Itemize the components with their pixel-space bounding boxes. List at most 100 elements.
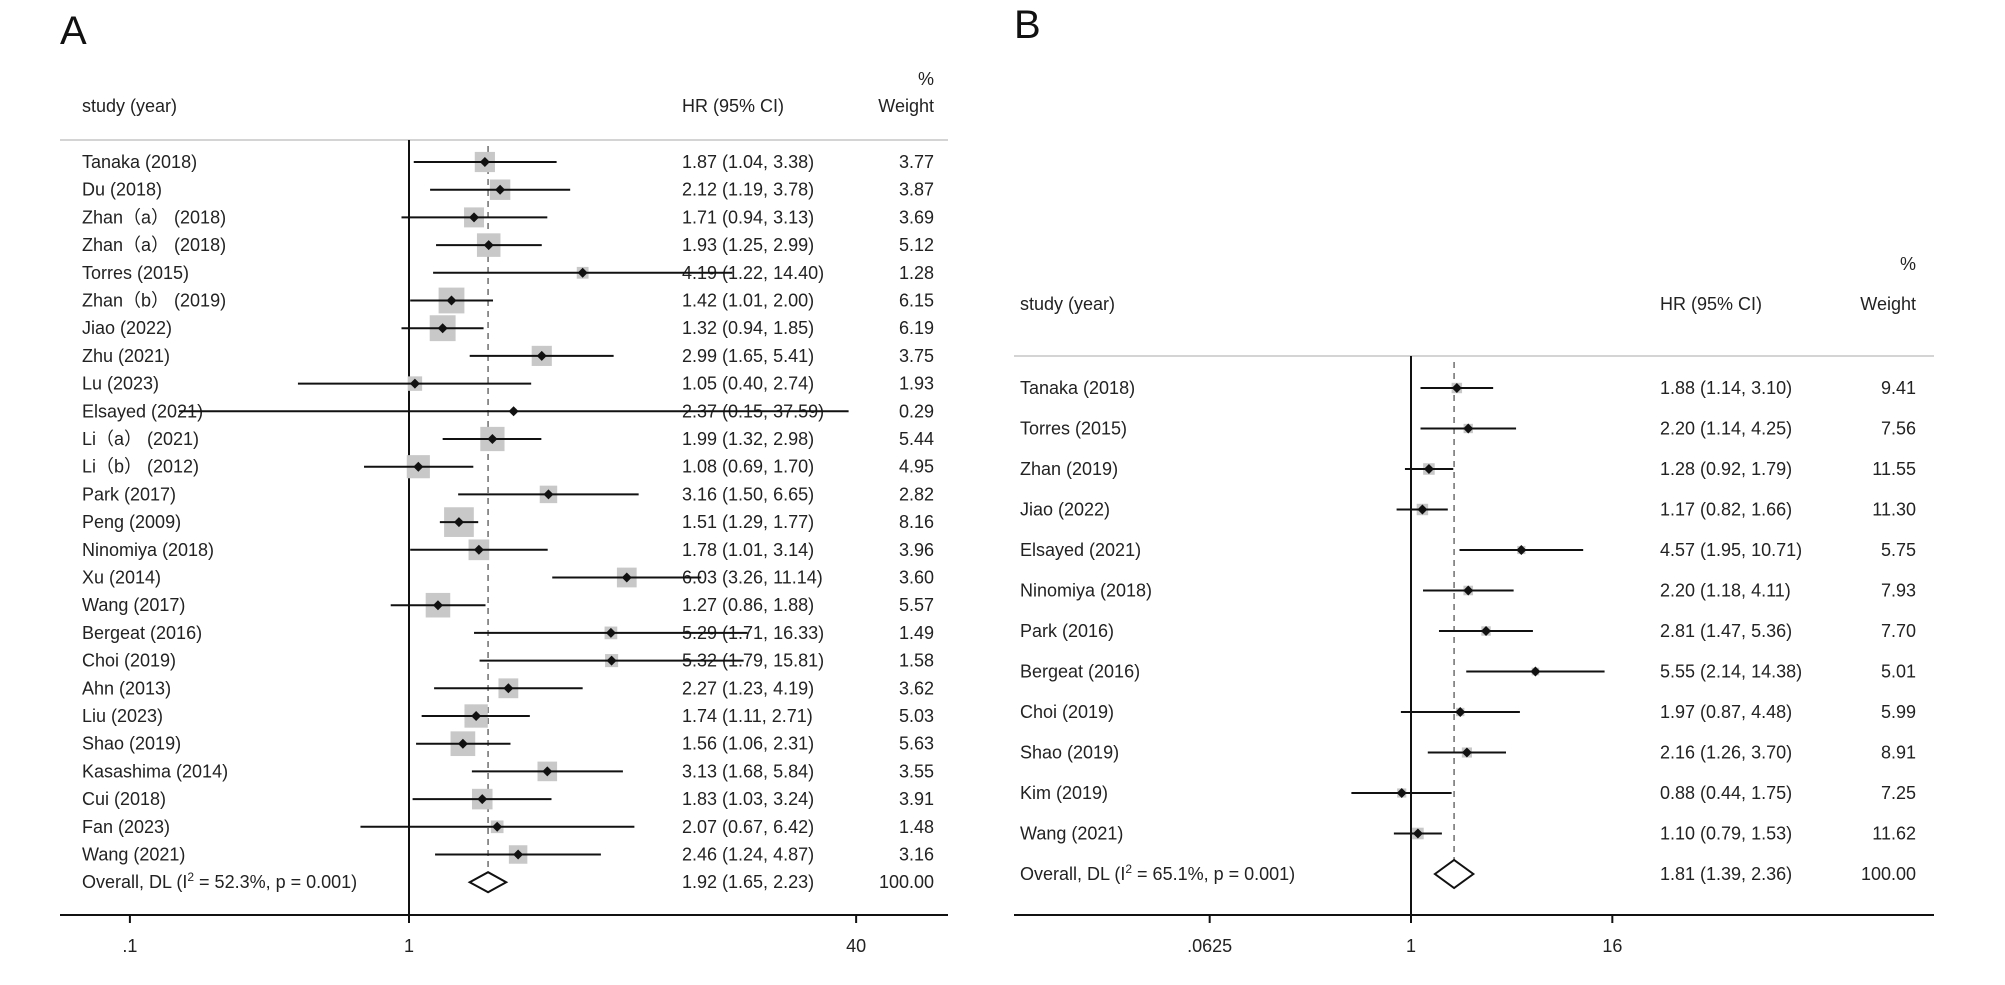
weight-value: 4.95 <box>899 457 934 477</box>
point-estimate-marker <box>446 295 457 306</box>
header-weight-percent: % <box>1900 254 1916 274</box>
point-estimate-marker <box>1463 423 1474 434</box>
hr-ci-value: 4.19 (1.22, 14.40) <box>682 263 824 283</box>
study-label: Jiao (2022) <box>1020 500 1110 520</box>
hr-ci-value: 6.03 (3.26, 11.14) <box>682 568 823 588</box>
weight-value: 11.55 <box>1872 459 1916 479</box>
point-estimate-marker <box>1530 666 1541 677</box>
header-hr-ci: HR (95% CI) <box>682 96 784 116</box>
point-estimate-marker <box>413 461 424 472</box>
point-estimate-marker <box>409 378 420 389</box>
study-label: Liu (2023) <box>82 706 163 726</box>
point-estimate-marker <box>479 157 490 167</box>
point-estimate-marker <box>542 766 553 777</box>
overall-label: Overall, DL (I2 = 65.1%, p = 0.001) <box>1020 862 1295 884</box>
weight-value: 3.75 <box>899 346 934 366</box>
hr-ci-value: 1.56 (1.06, 2.31) <box>682 734 814 754</box>
study-label: Lu (2023) <box>82 374 159 394</box>
overall-hr-ci-value: 1.92 (1.65, 2.23) <box>682 872 814 892</box>
weight-value: 3.60 <box>899 568 934 588</box>
weight-value: 7.70 <box>1881 621 1916 641</box>
x-axis-tick-label: .1 <box>122 936 137 956</box>
hr-ci-value: 1.27 (0.86, 1.88) <box>682 595 814 615</box>
study-label: Fan (2023) <box>82 817 170 837</box>
weight-value: 7.25 <box>1881 783 1916 803</box>
study-label: Tanaka (2018) <box>82 152 197 172</box>
point-estimate-marker <box>477 794 488 805</box>
point-estimate-marker <box>495 184 506 195</box>
header-study-year: study (year) <box>1020 294 1115 314</box>
study-label: Wang (2017) <box>82 595 185 615</box>
hr-ci-value: 1.87 (1.04, 3.38) <box>682 152 814 172</box>
weight-value: 11.30 <box>1872 500 1916 520</box>
weight-value: 3.91 <box>899 789 934 809</box>
header-weight: Weight <box>878 96 934 116</box>
hr-ci-value: 0.88 (0.44, 1.75) <box>1660 783 1792 803</box>
hr-ci-value: 1.08 (0.69, 1.70) <box>682 457 814 477</box>
study-label: Zhan（a） (2018) <box>82 235 226 255</box>
point-estimate-marker <box>483 240 494 251</box>
hr-ci-value: 3.13 (1.68, 5.84) <box>682 761 814 781</box>
hr-ci-value: 2.20 (1.18, 4.11) <box>1660 581 1791 601</box>
study-label: Cui (2018) <box>82 789 166 809</box>
study-label: Tanaka (2018) <box>1020 378 1135 398</box>
weight-value: 9.41 <box>1881 378 1916 398</box>
study-label: Zhu (2021) <box>82 346 170 366</box>
weight-value: 3.62 <box>899 678 934 698</box>
point-estimate-marker <box>543 489 554 500</box>
weight-value: 5.63 <box>899 734 934 754</box>
study-label: Elsayed (2021) <box>82 401 203 421</box>
point-estimate-marker <box>508 406 519 417</box>
weight-value: 1.58 <box>899 651 934 671</box>
study-label: Ninomiya (2018) <box>1020 581 1152 601</box>
hr-ci-value: 1.17 (0.82, 1.66) <box>1660 500 1792 520</box>
header-weight: Weight <box>1860 294 1916 314</box>
study-label: Wang (2021) <box>1020 824 1123 844</box>
hr-ci-value: 1.10 (0.79, 1.53) <box>1660 824 1792 844</box>
study-label: Shao (2019) <box>82 734 181 754</box>
header-hr-ci: HR (95% CI) <box>1660 294 1762 314</box>
weight-value: 3.55 <box>899 761 934 781</box>
overall-label-suffix: = 65.1%, p = 0.001) <box>1132 864 1295 884</box>
point-estimate-marker <box>1417 504 1428 515</box>
point-estimate-marker <box>605 627 616 638</box>
point-estimate-marker <box>513 849 524 860</box>
hr-ci-value: 1.93 (1.25, 2.99) <box>682 235 814 255</box>
hr-ci-value: 2.20 (1.14, 4.25) <box>1660 419 1792 439</box>
x-axis-tick-label: 40 <box>846 936 866 956</box>
x-axis-tick-label: 16 <box>1602 936 1622 956</box>
hr-ci-value: 1.88 (1.14, 3.10) <box>1660 378 1792 398</box>
hr-ci-value: 5.32 (1.79, 15.81) <box>682 651 824 671</box>
point-estimate-marker <box>453 517 464 528</box>
hr-ci-value: 5.55 (2.14, 14.38) <box>1660 662 1802 682</box>
study-label: Park (2016) <box>1020 621 1114 641</box>
study-label: Kasashima (2014) <box>82 761 228 781</box>
point-estimate-marker <box>606 655 617 666</box>
hr-ci-value: 3.16 (1.50, 6.65) <box>682 484 814 504</box>
point-estimate-marker <box>457 738 468 749</box>
weight-value: 5.44 <box>899 429 934 449</box>
weight-value: 1.93 <box>899 374 934 394</box>
point-estimate-marker <box>1461 747 1472 758</box>
header-study-year: study (year) <box>82 96 177 116</box>
x-axis-tick-label: 1 <box>404 936 414 956</box>
x-axis-tick-label: 1 <box>1406 936 1416 956</box>
hr-ci-value: 2.16 (1.26, 3.70) <box>1660 743 1792 763</box>
x-axis-tick-label: .0625 <box>1187 936 1232 956</box>
weight-value: 5.03 <box>899 706 934 726</box>
weight-value: 8.16 <box>899 512 934 532</box>
overall-weight-value: 100.00 <box>879 872 934 892</box>
weight-value: 5.99 <box>1881 702 1916 722</box>
point-estimate-marker <box>1451 383 1462 393</box>
study-label: Jiao (2022) <box>82 318 172 338</box>
weight-value: 0.29 <box>899 401 934 421</box>
hr-ci-value: 2.12 (1.19, 3.78) <box>682 180 814 200</box>
weight-value: 1.28 <box>899 263 934 283</box>
weight-value: 3.77 <box>899 152 934 172</box>
hr-ci-value: 5.29 (1.71, 16.33) <box>682 623 824 643</box>
hr-ci-value: 1.32 (0.94, 1.85) <box>682 318 814 338</box>
weight-value: 3.69 <box>899 207 934 227</box>
weight-value: 8.91 <box>1881 743 1916 763</box>
